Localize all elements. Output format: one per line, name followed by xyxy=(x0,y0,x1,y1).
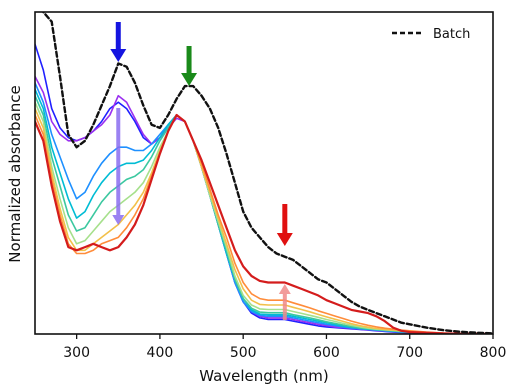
x-tick-label: 600 xyxy=(313,345,340,361)
arrow-down-icon-2 xyxy=(276,204,293,246)
series-line-1 xyxy=(35,43,493,334)
x-tick-label: 700 xyxy=(396,345,423,361)
series-line-7 xyxy=(35,107,493,334)
legend: Batch xyxy=(392,27,470,42)
arrow-up-icon-4 xyxy=(278,284,291,320)
x-axis-label: Wavelength (nm) xyxy=(199,367,329,384)
series-line-4 xyxy=(35,88,493,334)
x-tick-label: 400 xyxy=(147,345,174,361)
legend-label-batch: Batch xyxy=(433,27,470,42)
x-tick-label: 800 xyxy=(480,345,507,361)
series-line-8 xyxy=(35,114,493,334)
series-line-batch xyxy=(41,12,493,334)
arrow-down-icon-0 xyxy=(110,22,127,62)
y-axis-label: Normalized absorbance xyxy=(6,85,24,262)
x-axis-ticks: 300 400 500 600 700 800 xyxy=(63,334,506,361)
series-line-9 xyxy=(35,113,493,334)
series-layer xyxy=(35,12,493,334)
plot-frame xyxy=(34,11,494,335)
series-line-5 xyxy=(35,94,493,334)
annotation-layer xyxy=(110,22,293,320)
x-tick-label: 300 xyxy=(63,345,90,361)
arrow-down-icon-3 xyxy=(112,108,125,225)
arrow-down-icon-1 xyxy=(181,46,198,86)
series-line-3 xyxy=(35,82,493,334)
x-tick-label: 500 xyxy=(230,345,257,361)
series-line-2 xyxy=(35,75,493,334)
